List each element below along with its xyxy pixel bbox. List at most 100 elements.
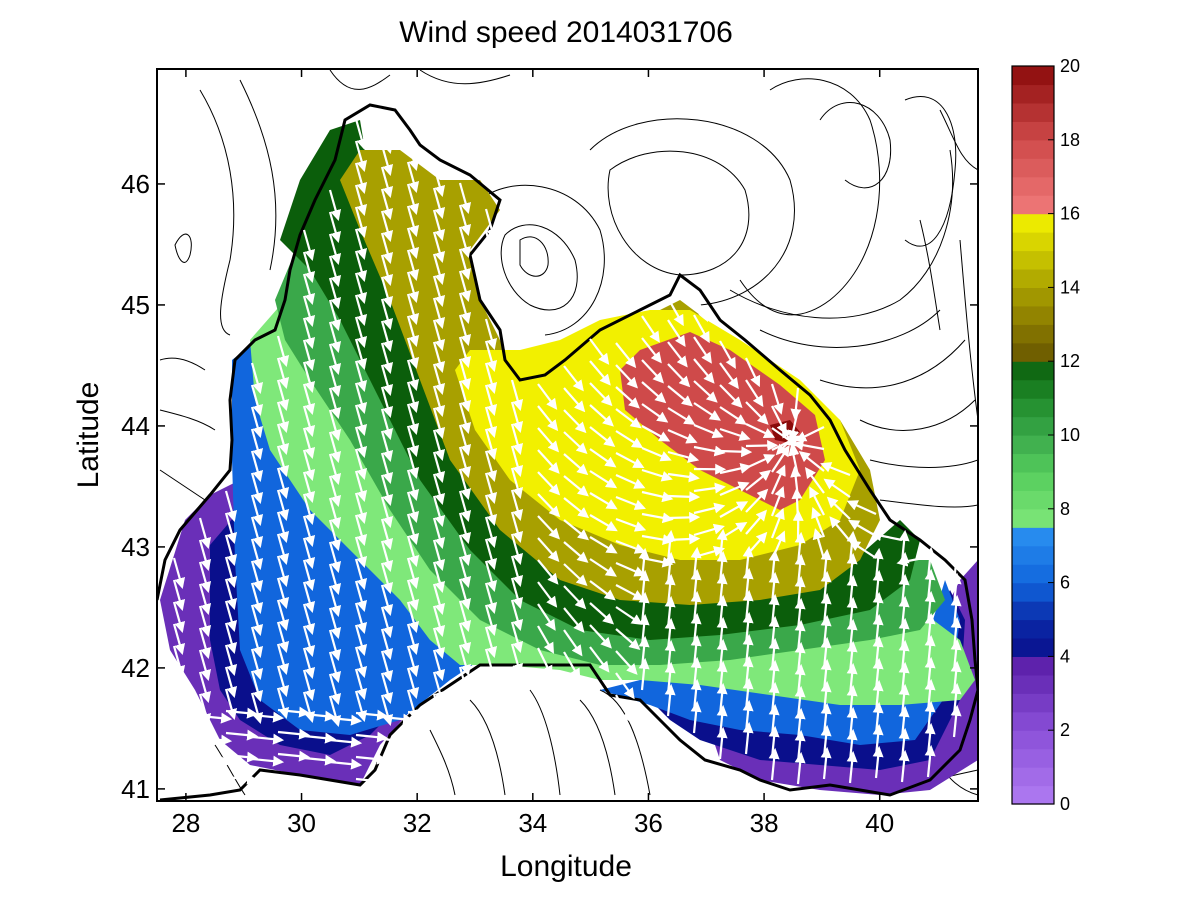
- wind-vector: [250, 692, 264, 725]
- wind-vector: [328, 585, 342, 618]
- wind-vector: [484, 626, 498, 659]
- wind-vector: [589, 646, 610, 673]
- wind-vector: [328, 651, 342, 684]
- wind-vector: [537, 449, 560, 474]
- wind-vector: [742, 721, 754, 755]
- wind-vector: [432, 407, 446, 440]
- wind-vector: [250, 384, 264, 417]
- wind-vector: [641, 446, 672, 462]
- wind-vector: [225, 773, 259, 785]
- wind-vector: [328, 189, 342, 222]
- wind-vector: [693, 502, 726, 515]
- wind-vector: [432, 187, 446, 220]
- wind-vector: [354, 668, 368, 701]
- wind-vector: [302, 273, 316, 306]
- wind-vector: [615, 694, 632, 724]
- wind-vector: [898, 749, 910, 783]
- wind-vector: [224, 622, 238, 655]
- wind-vector: [328, 431, 342, 464]
- wind-vector: [745, 423, 776, 439]
- wind-vector: [224, 666, 238, 699]
- wind-vector: [510, 379, 524, 412]
- wind-vector: [615, 364, 639, 389]
- wind-vector: [795, 426, 825, 442]
- wind-vector: [354, 140, 368, 173]
- bg-contour: [819, 102, 892, 189]
- wind-vector: [458, 204, 472, 237]
- wind-vector: [302, 229, 316, 262]
- wind-vector: [667, 533, 701, 545]
- wind-vector: [225, 751, 259, 763]
- wind-vector: [820, 462, 851, 477]
- wind-vector: [589, 624, 612, 649]
- x-tick-label: 34: [518, 808, 547, 838]
- wind-vector: [615, 386, 640, 409]
- wind-vector: [354, 426, 368, 459]
- wind-vector: [510, 643, 524, 676]
- wind-vector: [302, 361, 316, 394]
- wind-vector: [563, 541, 589, 563]
- colorbar-slice: [1012, 139, 1054, 159]
- wind-vector: [537, 383, 558, 410]
- colorbar-tick-label: 18: [1060, 130, 1080, 150]
- colorbar-tick-label: 0: [1060, 794, 1070, 814]
- wind-vector: [276, 489, 290, 522]
- wind-vector: [303, 710, 337, 722]
- wind-vector: [224, 644, 238, 677]
- colorbar-slice: [1012, 637, 1054, 657]
- wind-vector: [380, 166, 394, 199]
- wind-vector: [458, 248, 472, 281]
- wind-vector: [432, 319, 446, 352]
- wind-vector: [406, 337, 420, 370]
- wind-vector: [641, 359, 665, 384]
- wind-vector: [380, 496, 394, 529]
- wind-vector: [276, 423, 290, 456]
- wind-vector: [458, 556, 472, 589]
- wind-vector: [406, 205, 420, 238]
- wind-vector: [276, 401, 290, 434]
- wind-vector: [380, 628, 394, 661]
- wind-vector: [250, 494, 264, 527]
- wind-vector: [484, 428, 498, 461]
- wind-vector: [406, 359, 420, 392]
- wind-vector: [432, 275, 446, 308]
- wind-vector: [484, 318, 498, 351]
- wind-vector: [172, 601, 186, 634]
- wind-vector: [510, 467, 524, 500]
- wind-vector: [199, 734, 233, 746]
- wind-vector: [354, 602, 368, 635]
- wind-vector: [250, 626, 264, 659]
- wind-vector: [826, 496, 851, 520]
- wind-vector: [432, 363, 446, 396]
- wind-vector: [745, 469, 772, 491]
- wind-vector: [380, 650, 394, 683]
- wind-vector: [329, 736, 363, 748]
- wind-vector: [354, 536, 368, 569]
- wind-vector: [589, 580, 616, 601]
- wind-vector: [823, 478, 851, 498]
- wind-vector: [276, 511, 290, 544]
- wind-vector: [302, 669, 316, 702]
- wind-vector: [693, 402, 721, 421]
- wind-vector: [510, 511, 524, 544]
- colorbar-slice: [1012, 674, 1054, 694]
- wind-vector: [719, 427, 751, 441]
- background-contours: [159, 69, 978, 796]
- wind-vector: [250, 538, 264, 571]
- wind-vector: [667, 363, 691, 388]
- colorbar-slice: [1012, 66, 1054, 86]
- wind-vector: [406, 469, 420, 502]
- y-tick-label: 44: [121, 411, 150, 441]
- wind-vector: [432, 341, 446, 374]
- wind-vectors: [172, 118, 962, 790]
- contour-band-green: [275, 230, 945, 665]
- wind-vector: [615, 495, 646, 510]
- wind-vector: [328, 629, 342, 662]
- colorbar-slice: [1012, 453, 1054, 473]
- wind-vector: [432, 209, 446, 242]
- wind-vector: [406, 645, 420, 678]
- wind-vector: [458, 600, 472, 633]
- wind-vector: [250, 450, 264, 483]
- colorbar-slice: [1012, 250, 1054, 270]
